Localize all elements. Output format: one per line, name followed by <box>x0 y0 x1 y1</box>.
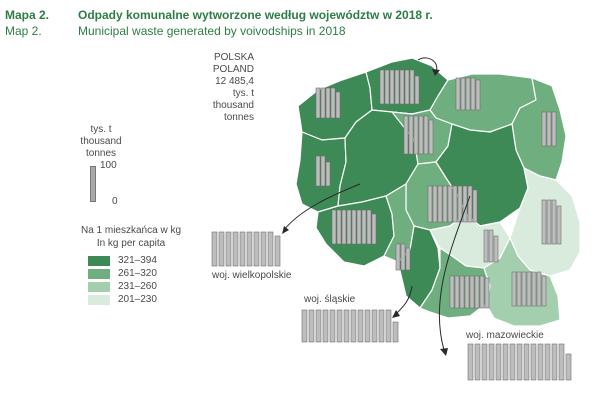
arrowhead <box>440 348 448 356</box>
bar-glyph <box>483 229 499 263</box>
map-number-pl: Mapa 2. <box>5 8 50 22</box>
callout-label-slaskie: woj. śląskie <box>304 294 356 305</box>
bar-glyph <box>541 111 557 147</box>
callout-arrowheads <box>282 69 448 356</box>
callout-label-wielkopolskie: woj. wielkopolskie <box>212 270 292 281</box>
bar-glyph <box>449 275 490 309</box>
bar-glyph <box>395 243 411 271</box>
legend-swatch <box>88 294 110 305</box>
country-total-unit-pl: tys. t <box>232 88 254 99</box>
country-total-unit-en: thousand <box>212 100 254 111</box>
arrowhead <box>282 226 289 234</box>
callout-arrow-mazowieckie <box>438 195 471 351</box>
legend-swatch <box>88 281 110 292</box>
legend-swatch <box>88 255 110 266</box>
bar-scale-unit-en: thousand <box>80 136 122 147</box>
legend-item: 201–230 <box>88 293 157 306</box>
bar-scale-min: 0 <box>112 196 118 207</box>
bar-glyph <box>403 115 434 155</box>
country-name-pl: POLSKA <box>213 52 254 63</box>
arrowhead <box>392 310 400 318</box>
country-name-en: POLAND <box>212 64 254 75</box>
map-title-en: Municipal waste generated by voivodships… <box>78 24 346 38</box>
country-total: POLSKA POLAND 12 485,4 tys. t thousand t… <box>188 52 254 124</box>
legend-item: 231–260 <box>88 280 157 293</box>
legend-item: 321–394 <box>88 254 157 267</box>
legend-label: 261–320 <box>118 268 157 279</box>
callout-arrow-wielkopolskie <box>283 183 361 231</box>
bar-scale-max: 100 <box>100 160 117 171</box>
callout-arrow-slaskie <box>395 285 413 315</box>
bar-glyph <box>315 87 341 119</box>
legend-label: 201–230 <box>118 294 157 305</box>
callout-bar-glyphs <box>211 231 572 381</box>
bar-glyph <box>379 69 420 105</box>
legend-title-pl: Na 1 mieszkańca w kg <box>80 225 182 236</box>
bar-glyph <box>455 77 481 111</box>
legend-label: 321–394 <box>118 255 157 266</box>
bar-glyph <box>315 155 331 187</box>
bar-glyph <box>541 199 562 245</box>
legend-swatch <box>88 268 110 279</box>
bar-glyph <box>331 209 377 245</box>
legend-title: Na 1 mieszkańca w kg In kg per capita <box>76 224 186 250</box>
bar-scale-unit-pl: tys. t <box>90 124 112 135</box>
callout-bar-glyph-mazowieckie <box>467 343 572 381</box>
legend-label: 231–260 <box>118 281 157 292</box>
regional-bar-glyphs <box>315 69 562 309</box>
callout-bar-glyph-wielkopolskie <box>211 231 281 267</box>
country-total-unit-en2: tonnes <box>223 112 254 123</box>
arrowhead <box>432 69 440 76</box>
legend-title-en: In kg per capita <box>96 238 166 249</box>
callout-label-mazowieckie: woj. mazowieckie <box>466 330 544 341</box>
callout-bar-glyph-slaskie <box>301 309 399 343</box>
bar-glyph <box>511 271 547 307</box>
bar-scale-unit-en2: tonnes <box>85 148 117 159</box>
country-total-value: 12 485,4 <box>215 76 254 87</box>
map-number-en: Map 2. <box>5 24 42 38</box>
bar-scale-unit: tys. t thousand tonnes <box>78 124 124 160</box>
legend-item: 261–320 <box>88 267 157 280</box>
bar-scale-reference <box>90 166 96 202</box>
legend: 321–394 261–320 231–260 201–230 <box>88 254 157 306</box>
map-title-pl: Odpady komunalne wytworzone według wojew… <box>78 8 433 22</box>
bar-glyph <box>427 185 478 223</box>
